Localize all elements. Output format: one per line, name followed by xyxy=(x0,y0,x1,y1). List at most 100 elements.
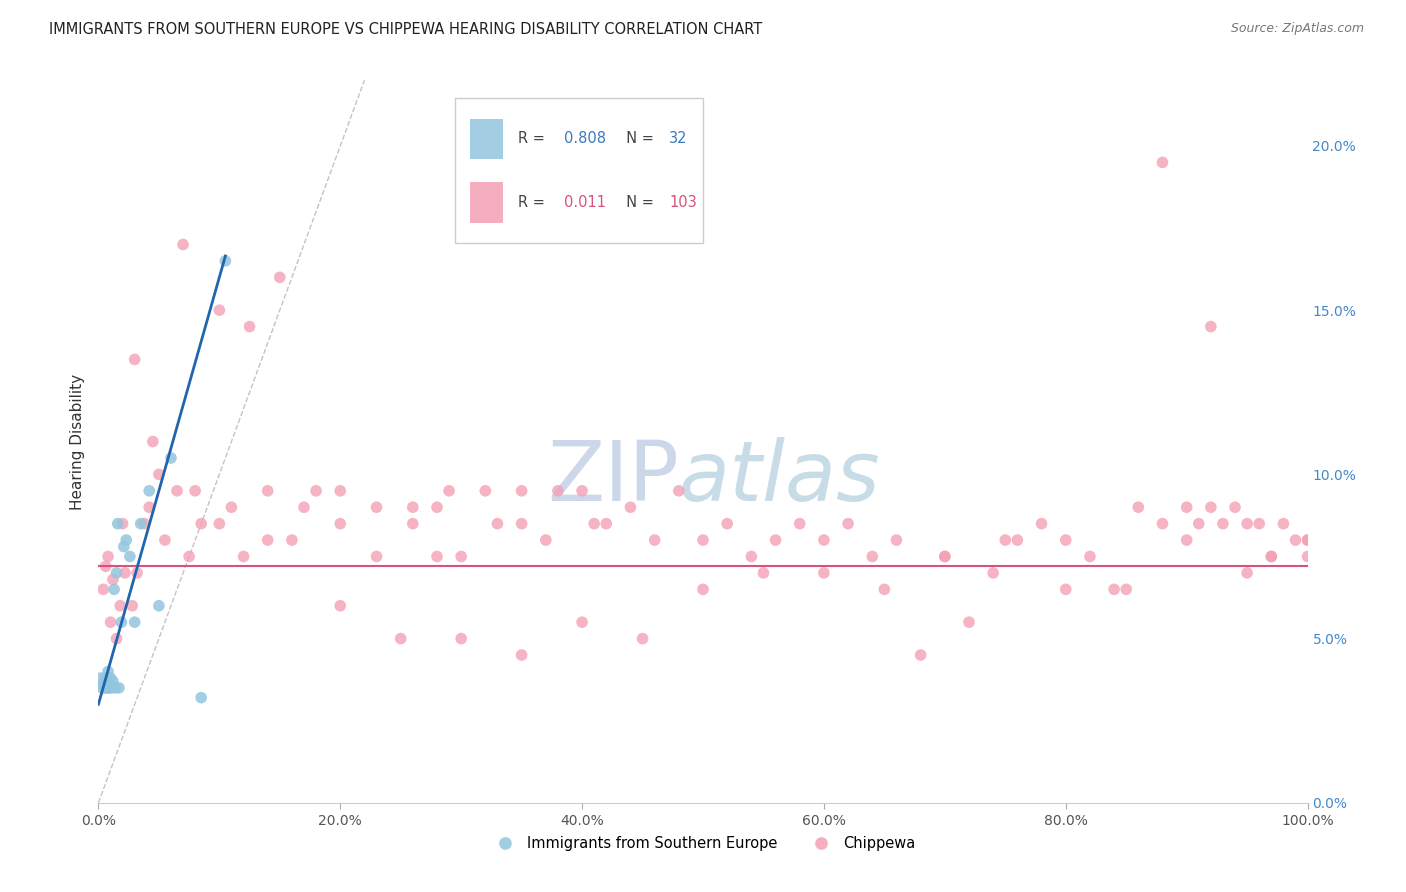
Point xyxy=(305,483,328,498)
Text: N =: N = xyxy=(617,131,658,146)
Point xyxy=(105,566,128,580)
Point xyxy=(148,467,170,482)
Point xyxy=(873,582,896,597)
Point xyxy=(1284,533,1306,547)
Point xyxy=(98,677,121,691)
Point xyxy=(1115,582,1137,597)
Point xyxy=(1175,500,1198,515)
Point xyxy=(190,690,212,705)
Point xyxy=(142,434,165,449)
Text: Source: ZipAtlas.com: Source: ZipAtlas.com xyxy=(1230,22,1364,36)
Text: 103: 103 xyxy=(669,194,697,210)
Point xyxy=(402,516,425,531)
Point xyxy=(97,549,120,564)
Point xyxy=(957,615,980,630)
Point xyxy=(1236,516,1258,531)
Point xyxy=(256,483,278,498)
Point xyxy=(124,352,146,367)
Point xyxy=(281,533,304,547)
Point xyxy=(94,559,117,574)
Point xyxy=(100,681,122,695)
Point xyxy=(474,483,496,498)
Point xyxy=(329,483,352,498)
Point xyxy=(138,500,160,515)
Point xyxy=(668,483,690,498)
Point xyxy=(837,516,859,531)
Point xyxy=(108,599,131,613)
Point xyxy=(910,648,932,662)
Point xyxy=(510,516,533,531)
Point xyxy=(1199,500,1222,515)
Point xyxy=(101,573,124,587)
Point xyxy=(127,566,149,580)
Point xyxy=(90,671,112,685)
Point xyxy=(100,615,122,630)
Point xyxy=(486,516,509,531)
Point xyxy=(184,483,207,498)
Text: 0.011: 0.011 xyxy=(564,194,606,210)
Text: ZIP: ZIP xyxy=(547,437,679,518)
Point xyxy=(97,665,120,679)
Point xyxy=(765,533,787,547)
Point xyxy=(692,533,714,547)
Point xyxy=(160,450,183,465)
Point xyxy=(1296,549,1319,564)
Point xyxy=(1128,500,1150,515)
Point xyxy=(813,533,835,547)
Point xyxy=(112,540,135,554)
Point xyxy=(1152,155,1174,169)
Point xyxy=(93,674,115,689)
Point xyxy=(269,270,291,285)
Point xyxy=(166,483,188,498)
Point xyxy=(190,516,212,531)
Point xyxy=(124,615,146,630)
Point xyxy=(101,674,124,689)
Point xyxy=(571,615,593,630)
Y-axis label: Hearing Disability: Hearing Disability xyxy=(69,374,84,509)
Point xyxy=(148,599,170,613)
Bar xyxy=(470,182,503,223)
Point xyxy=(129,516,152,531)
Point xyxy=(426,500,449,515)
Point xyxy=(153,533,176,547)
Point xyxy=(619,500,641,515)
Point xyxy=(114,566,136,580)
Point xyxy=(138,483,160,498)
Point xyxy=(1054,582,1077,597)
Point xyxy=(740,549,762,564)
Point xyxy=(91,677,114,691)
Point xyxy=(256,533,278,547)
Point xyxy=(716,516,738,531)
Point xyxy=(571,483,593,498)
Point xyxy=(981,566,1004,580)
Text: atlas: atlas xyxy=(679,437,880,518)
Point xyxy=(1260,549,1282,564)
Point xyxy=(631,632,654,646)
Point xyxy=(886,533,908,547)
Point xyxy=(1236,566,1258,580)
Bar xyxy=(456,98,703,243)
Point xyxy=(692,582,714,597)
Point xyxy=(239,319,262,334)
Point xyxy=(172,237,194,252)
Point xyxy=(1175,533,1198,547)
Text: R =: R = xyxy=(517,194,554,210)
Point xyxy=(98,681,121,695)
Point xyxy=(1031,516,1053,531)
Point xyxy=(547,483,569,498)
Point xyxy=(221,500,243,515)
Point xyxy=(366,500,388,515)
Point xyxy=(1007,533,1029,547)
Point xyxy=(366,549,388,564)
Point xyxy=(595,516,617,531)
Point xyxy=(115,533,138,547)
Point xyxy=(534,533,557,547)
Point xyxy=(510,483,533,498)
Point xyxy=(96,681,118,695)
Point xyxy=(402,500,425,515)
Legend: Immigrants from Southern Europe, Chippewa: Immigrants from Southern Europe, Chippew… xyxy=(485,830,921,857)
Point xyxy=(1078,549,1101,564)
Point xyxy=(1260,549,1282,564)
Point xyxy=(118,549,141,564)
Point xyxy=(96,677,118,691)
